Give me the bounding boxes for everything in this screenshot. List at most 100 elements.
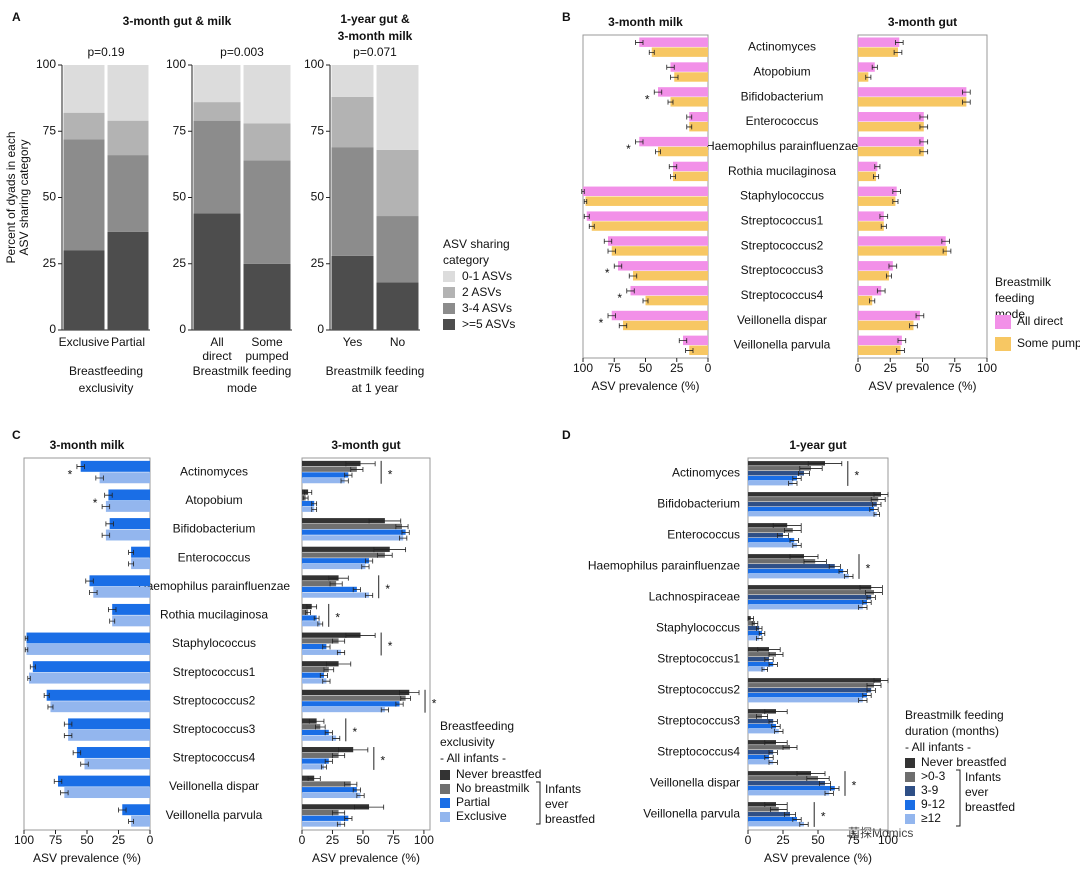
bar-segment <box>243 263 291 330</box>
legend-title: - All infants - <box>905 740 971 754</box>
error-bar <box>782 745 798 751</box>
bar <box>302 581 337 587</box>
bar <box>748 502 877 507</box>
bar <box>583 186 708 196</box>
significance-marker: * <box>599 316 604 330</box>
bar <box>80 460 150 472</box>
error-bar <box>962 99 971 105</box>
bar-segment <box>331 255 374 330</box>
bar-segment <box>376 65 419 150</box>
category-label: Streptococcus3 <box>657 714 740 728</box>
legend-group-label: breastfed <box>965 800 1015 814</box>
error-bar <box>313 615 320 621</box>
bar <box>670 97 708 107</box>
error-bar <box>332 810 346 816</box>
bar <box>858 161 878 172</box>
error-bar <box>678 338 688 344</box>
error-bar <box>792 475 802 481</box>
bar <box>858 320 914 331</box>
category-label: Lachnospiraceae <box>649 590 741 604</box>
error-bar <box>95 475 104 481</box>
bar <box>748 666 765 672</box>
bar <box>748 595 872 600</box>
bar <box>748 497 879 502</box>
error-bar <box>915 313 925 319</box>
legend-swatch <box>905 772 915 782</box>
error-bar <box>655 149 661 155</box>
error-bar <box>880 223 887 229</box>
significance-marker: * <box>821 810 826 824</box>
bar-segment <box>193 65 241 103</box>
error-bar <box>768 652 784 658</box>
bar <box>84 758 150 770</box>
legend-label: Never breastfed <box>921 755 1006 769</box>
error-bar <box>108 607 117 613</box>
error-bar <box>400 695 411 701</box>
x-axis-label: at 1 year <box>352 381 399 395</box>
bar <box>302 506 315 512</box>
error-bar <box>653 89 663 95</box>
bar <box>302 689 410 696</box>
bar <box>748 564 835 569</box>
error-bar <box>866 688 876 693</box>
x-tick-label: 100 <box>14 833 34 847</box>
error-bar <box>603 238 613 244</box>
bar <box>302 735 337 741</box>
bar <box>29 672 150 684</box>
legend-group-label: Infants <box>965 770 1001 784</box>
bar <box>748 492 881 497</box>
bar <box>858 112 924 122</box>
bar <box>585 196 708 206</box>
error-bar <box>873 678 889 684</box>
category-label: Actinomyces <box>672 466 740 480</box>
error-bar <box>101 532 111 538</box>
bar-segment <box>193 102 241 121</box>
legend-swatch <box>440 784 450 794</box>
bar-segment <box>376 216 419 283</box>
chart-title: 3-month milk <box>338 29 413 43</box>
error-bar <box>306 604 318 610</box>
error-bar <box>336 821 346 827</box>
error-bar <box>758 630 766 636</box>
error-bar <box>105 521 114 527</box>
category-label: Atopobium <box>185 493 242 507</box>
bar <box>858 196 896 206</box>
significance-marker: * <box>93 496 98 510</box>
x-tick-label: 100 <box>878 833 898 847</box>
error-bar <box>63 721 73 727</box>
error-bar <box>399 690 420 696</box>
error-bar <box>873 174 880 180</box>
significance-marker: * <box>385 582 390 596</box>
error-bar <box>896 348 905 354</box>
error-bar <box>824 790 834 796</box>
bar <box>302 815 349 821</box>
bar <box>586 211 708 221</box>
error-bar <box>879 213 889 219</box>
bar <box>748 771 811 776</box>
bar <box>633 271 708 281</box>
bar <box>122 804 150 816</box>
error-bar <box>76 464 85 470</box>
x-tick-label: 100 <box>573 361 593 375</box>
error-bar <box>803 559 827 565</box>
bar <box>748 621 755 626</box>
error-bar <box>618 323 628 329</box>
bar <box>748 528 793 533</box>
y-tick-label: 100 <box>304 57 324 71</box>
significance-marker: * <box>380 754 385 768</box>
bar <box>58 775 150 787</box>
error-bar <box>897 338 907 344</box>
legend-label: >=5 ASVs <box>462 317 515 331</box>
x-axis-label: Breastfeeding <box>69 364 143 378</box>
error-bar <box>628 273 638 279</box>
error-bar <box>118 807 127 813</box>
bar <box>302 592 370 598</box>
legend-label: ≥12 <box>921 811 941 825</box>
error-bar <box>872 502 882 507</box>
error-bar <box>768 719 778 724</box>
x-axis-label: Breastmilk feeding <box>193 364 292 378</box>
bar <box>748 807 779 812</box>
bar <box>608 236 708 246</box>
bar <box>858 47 898 57</box>
error-bar <box>686 114 693 120</box>
